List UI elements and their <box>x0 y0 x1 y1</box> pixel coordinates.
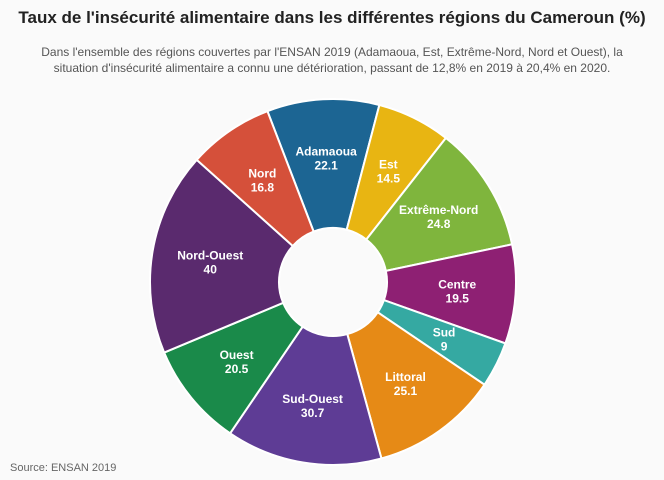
slice-category-label: Littoral <box>385 370 426 384</box>
slice-value-label: 22.1 <box>314 159 338 173</box>
slice-nord <box>195 109 315 248</box>
slice-sud-ouest <box>228 325 383 466</box>
slice-value-label: 30.7 <box>301 406 325 420</box>
slice-category-label: Centre <box>438 277 476 291</box>
chart-title: Taux de l'insécurité alimentaire dans le… <box>18 8 646 27</box>
slice-category-label: Sud-Ouest <box>282 392 343 406</box>
slice-category-label: Nord-Ouest <box>177 248 243 262</box>
slice-category-label: Adamaoua <box>295 145 357 159</box>
slice-value-label: 19.5 <box>446 291 470 305</box>
slice-value-label: 40 <box>204 262 218 276</box>
slice-value-label: 14.5 <box>377 171 401 185</box>
slice-littoral <box>346 310 486 460</box>
slice-category-label: Sud <box>433 325 456 339</box>
slice-adamaoua <box>266 98 381 233</box>
slice-extr-me-nord <box>364 136 514 273</box>
slice-value-label: 24.8 <box>427 217 451 231</box>
slice-category-label: Extrême-Nord <box>399 203 478 217</box>
slice-value-label: 20.5 <box>225 362 249 376</box>
slice-nord-ouest <box>149 158 295 354</box>
chart-subtitle: Dans l'ensemble des régions couvertes pa… <box>41 45 623 75</box>
slice-category-label: Nord <box>248 166 276 180</box>
source-note: Source: ENSAN 2019 <box>10 462 117 474</box>
slice-value-label: 9 <box>441 339 448 353</box>
slice-value-label: 16.8 <box>251 180 275 194</box>
slice-category-label: Est <box>379 157 398 171</box>
slice-category-label: Ouest <box>220 348 254 362</box>
slice-value-label: 25.1 <box>394 384 418 398</box>
